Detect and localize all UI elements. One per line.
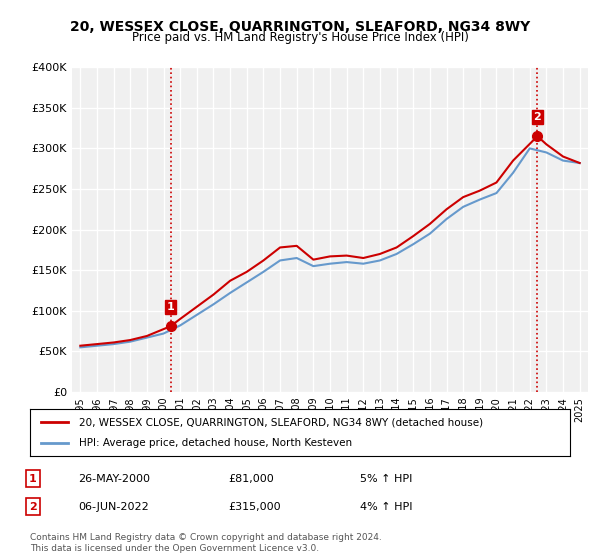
Text: £315,000: £315,000: [228, 502, 281, 512]
Text: 06-JUN-2022: 06-JUN-2022: [78, 502, 149, 512]
Text: 5% ↑ HPI: 5% ↑ HPI: [360, 474, 412, 484]
Text: HPI: Average price, detached house, North Kesteven: HPI: Average price, detached house, Nort…: [79, 438, 352, 448]
Text: Contains HM Land Registry data © Crown copyright and database right 2024.
This d: Contains HM Land Registry data © Crown c…: [30, 533, 382, 553]
Text: 20, WESSEX CLOSE, QUARRINGTON, SLEAFORD, NG34 8WY: 20, WESSEX CLOSE, QUARRINGTON, SLEAFORD,…: [70, 20, 530, 34]
Text: £81,000: £81,000: [228, 474, 274, 484]
Text: 1: 1: [167, 302, 175, 311]
Text: 2: 2: [29, 502, 37, 512]
Text: 4% ↑ HPI: 4% ↑ HPI: [360, 502, 413, 512]
Text: 20, WESSEX CLOSE, QUARRINGTON, SLEAFORD, NG34 8WY (detached house): 20, WESSEX CLOSE, QUARRINGTON, SLEAFORD,…: [79, 417, 483, 427]
Text: 26-MAY-2000: 26-MAY-2000: [78, 474, 150, 484]
Text: Price paid vs. HM Land Registry's House Price Index (HPI): Price paid vs. HM Land Registry's House …: [131, 31, 469, 44]
Text: 2: 2: [533, 111, 541, 122]
Text: 1: 1: [29, 474, 37, 484]
